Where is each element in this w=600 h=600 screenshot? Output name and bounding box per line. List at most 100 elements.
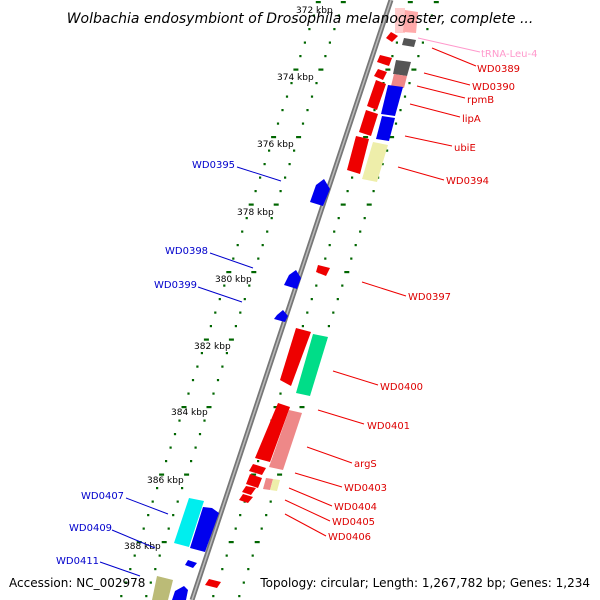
ruler-dot [239,311,242,314]
gene-wd0405[interactable] [239,494,253,503]
tick-label-374: 374 kbp [277,73,314,83]
gene-wd0397[interactable] [316,265,330,276]
ruler-dot [328,41,331,44]
gene-args[interactable] [249,464,266,475]
gene-trna-leu-4b[interactable] [403,10,418,33]
gene-wd0407[interactable] [174,498,204,547]
gene-lipa[interactable] [359,110,378,136]
label-wd0394[interactable]: WD0394 [446,176,489,187]
label-wd0405[interactable]: WD0405 [332,517,375,528]
ruler-dot [296,136,302,139]
ruler-dot [251,554,254,557]
label-wd0399[interactable]: WD0399 [154,280,197,291]
label-rpmb[interactable]: rpmB [467,95,494,106]
label-wd0407[interactable]: WD0407 [81,491,124,502]
ruler-dot [340,1,346,4]
ruler-dot [373,109,376,112]
ruler-dot [290,82,293,85]
gene-rpmb[interactable] [367,80,386,110]
gene-wd0401-red[interactable] [255,403,290,462]
gene-wd0404[interactable] [242,486,256,495]
label-lipa[interactable]: lipA [462,114,481,125]
ruler-dot [407,1,413,4]
label-wd0390[interactable]: WD0390 [472,82,515,93]
gene-wd0403-red[interactable] [246,474,262,488]
ruler-dot [386,149,389,152]
gene-wd0389[interactable] [377,55,392,66]
gene-red-small-2[interactable] [374,69,387,80]
ruler-dot [254,541,260,544]
reverse-features [152,179,330,600]
tick-label-382: 382 kbp [194,342,231,352]
label-ubie[interactable]: ubiE [454,143,476,154]
label-wd0403[interactable]: WD0403 [344,483,387,494]
gene-wd0411-blue[interactable] [172,586,188,600]
right-labels: tRNA-Leu-4 WD0389 WD0390 rpmB lipA ubiE … [328,49,537,543]
ruler-dot [145,595,148,598]
label-wd0404[interactable]: WD0404 [334,502,377,513]
ruler-dot [344,271,350,274]
ruler-dot [172,514,175,517]
gene-wd0408[interactable] [190,507,219,552]
ruler-dot [279,190,282,193]
gene-small-gray[interactable] [402,38,416,47]
label-wd0411[interactable]: WD0411 [56,556,99,567]
gene-wd0398[interactable] [284,270,301,289]
gene-wd0411[interactable] [152,576,173,600]
gene-wd0400-red[interactable] [280,328,311,386]
ruler-dot [403,95,407,98]
label-wd0406[interactable]: WD0406 [328,532,371,543]
gene-wd0401-pink[interactable] [269,410,302,470]
label-wd0389[interactable]: WD0389 [477,64,520,75]
gene-wd0409[interactable] [185,560,197,568]
gene-ubie[interactable] [347,136,369,174]
label-args[interactable]: argS [354,459,377,470]
ruler-dot [381,163,384,166]
gene-red-small-1[interactable] [386,32,398,42]
ruler-dot [194,446,197,449]
gene-wd0406[interactable] [205,579,221,588]
ruler-dot [266,230,269,233]
label-wd0400[interactable]: WD0400 [380,382,423,393]
label-wd0401[interactable]: WD0401 [367,421,410,432]
ruler-dot [248,203,254,206]
label-trna-leu-4[interactable]: tRNA-Leu-4 [481,49,537,60]
gene-wd0390-pink[interactable] [391,74,407,88]
ruler-dot [269,500,272,503]
gene-rpmb-blue[interactable] [381,85,403,116]
ruler-dot [271,136,277,139]
ruler-dot [251,271,257,274]
gene-wd0389-gray[interactable] [393,60,411,76]
ruler-dot [391,55,394,58]
gene-lipa-blue[interactable] [376,116,395,141]
ruler-dot [293,149,296,152]
ruler-dot [154,568,157,571]
ruler-dot [260,527,263,530]
tick-label-388: 388 kbp [124,542,161,552]
ruler-dot [340,203,346,206]
gene-wd0394[interactable] [362,142,388,182]
ruler-dot [315,82,318,85]
ruler-dot [257,460,260,463]
gene-wd0395[interactable] [310,179,330,206]
ruler-dot [270,217,273,220]
label-wd0409[interactable]: WD0409 [69,523,112,534]
gene-wd0399[interactable] [274,310,288,322]
ruler-dot [191,379,195,382]
gene-wd0403-yellow[interactable] [270,479,280,491]
gene-trna-leu-4[interactable] [395,8,405,33]
label-wd0397[interactable]: WD0397 [408,292,451,303]
ruler-dot [232,257,235,260]
ruler-dot [133,554,136,557]
ruler-dot [236,244,239,247]
ruler-dot [151,500,154,503]
label-wd0398[interactable]: WD0398 [165,246,208,257]
gene-wd0403-pink[interactable] [263,478,273,490]
ruler-dot [277,473,283,476]
label-wd0395[interactable]: WD0395 [192,160,235,171]
ruler-dot [363,217,366,220]
gene-wd0400-teal[interactable] [296,334,328,396]
ruler-dot [120,595,123,598]
ruler-dot [273,406,279,409]
ruler-dot [245,217,248,220]
